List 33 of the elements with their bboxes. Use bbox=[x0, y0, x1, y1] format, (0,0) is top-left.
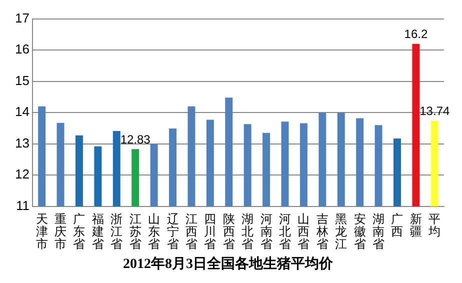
data-label: 13.74 bbox=[420, 104, 450, 118]
x-tick-label: 四川省 bbox=[204, 212, 216, 252]
x-tick-label: 安徽省 bbox=[354, 212, 366, 252]
y-tick-label: 14 bbox=[14, 104, 30, 120]
x-tick-label: 浙江省 bbox=[110, 212, 123, 252]
x-tick-label: 山西省 bbox=[298, 212, 310, 252]
x-tick-label: 新疆 bbox=[410, 212, 422, 239]
x-tick-label: 河北省 bbox=[278, 212, 291, 252]
x-tick-label: 河南省 bbox=[260, 212, 272, 252]
x-tick-label: 重庆市 bbox=[54, 212, 67, 252]
x-tick-label: 福建省 bbox=[90, 212, 104, 252]
y-tick-label: 11 bbox=[16, 198, 30, 213]
x-tick-label: 江西省 bbox=[185, 212, 198, 252]
y-tick-label: 15 bbox=[14, 72, 30, 88]
y-tick-label: 17 bbox=[14, 10, 30, 26]
x-tick-label: 辽宁省 bbox=[166, 212, 179, 252]
x-tick-label: 广西 bbox=[391, 212, 404, 239]
y-tick-label: 12 bbox=[14, 166, 30, 182]
x-tick-label: 湖南省 bbox=[372, 212, 385, 252]
x-tick-label: 天津市 bbox=[36, 212, 48, 252]
x-tick-label: 江苏省 bbox=[129, 212, 142, 252]
x-tick-label: 广东省 bbox=[73, 212, 86, 252]
y-tick-label: 13 bbox=[14, 135, 30, 150]
x-tick-label: 吉林省 bbox=[315, 212, 328, 252]
x-tick-label: 黑龙江 bbox=[335, 212, 348, 252]
x-tick-label: 平均 bbox=[428, 212, 441, 239]
x-tick-label: 陕西省 bbox=[222, 212, 235, 252]
x-tick-label: 山东省 bbox=[148, 212, 160, 252]
data-label: 12.83 bbox=[120, 132, 151, 146]
y-tick-label: 16 bbox=[14, 42, 30, 57]
data-label: 16.2 bbox=[404, 27, 428, 42]
text: 2012年8月3日全国各地生猪平均价 bbox=[123, 256, 334, 272]
x-tick-label: 湖北省 bbox=[242, 212, 254, 252]
